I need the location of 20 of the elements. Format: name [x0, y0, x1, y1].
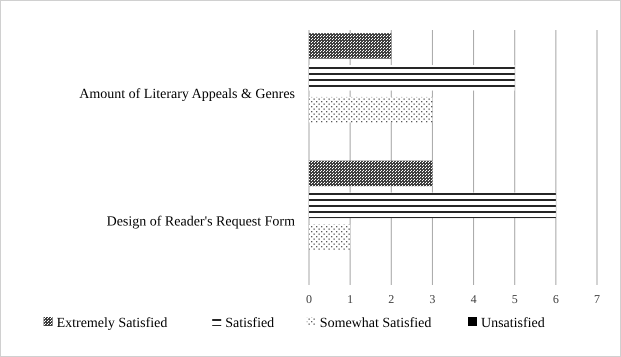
x-tick-label: 1: [347, 292, 354, 306]
x-tick-label: 6: [552, 292, 559, 306]
legend-label: Somewhat Satisfied: [320, 316, 432, 331]
bar: [309, 160, 432, 186]
bar: [309, 65, 515, 91]
x-tick-label: 3: [429, 292, 436, 306]
bar: [309, 224, 350, 250]
legend-label: Unsatisfied: [481, 316, 545, 331]
y-tick-label: Amount of Literary Appeals & Genres: [79, 86, 295, 102]
y-tick-label: Design of Reader's Request Form: [106, 214, 296, 230]
x-tick-label: 7: [594, 292, 600, 306]
legend-label: Extremely Satisfied: [56, 316, 168, 331]
x-tick-label: 0: [306, 292, 312, 306]
x-tick-label: 4: [470, 292, 477, 306]
bar: [309, 33, 392, 59]
x-tick-label: 2: [388, 292, 394, 306]
legend-label: Satisfied: [225, 316, 274, 331]
bar: [309, 192, 556, 218]
x-tick-label: 5: [512, 292, 518, 306]
bar: [309, 96, 432, 122]
